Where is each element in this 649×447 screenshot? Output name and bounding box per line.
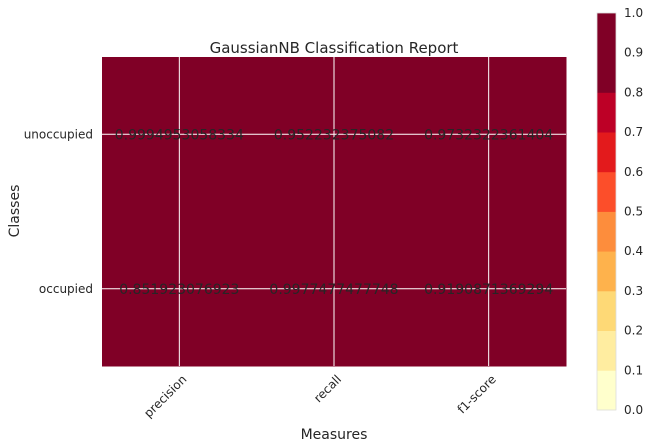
colorbar-tick-label: 0.1 xyxy=(624,363,643,377)
colorbar-tick-label: 0.7 xyxy=(624,125,643,139)
cell-value-label: 0.952232375082 xyxy=(274,127,394,143)
colorbar-segment xyxy=(597,13,616,54)
colorbar xyxy=(596,12,617,411)
x-tick-label: recall xyxy=(311,372,344,405)
y-axis-label: Classes xyxy=(7,185,23,238)
x-axis-label: Measures xyxy=(301,427,368,443)
cell-value-label: 0.851923076923 xyxy=(119,282,239,298)
colorbar-segment xyxy=(597,290,616,331)
chart-title: GaussianNB Classification Report xyxy=(210,39,459,57)
colorbar-ticks: 0.0 0.1 0.2 0.3 0.4 0.5 0.6 0.7 0.8 0.9 1.0 xyxy=(624,6,643,417)
colorbar-frame xyxy=(596,12,617,411)
x-axis-ticks: precision recall f1-score xyxy=(141,372,499,420)
colorbar-tick-label: 0.6 xyxy=(624,165,643,179)
colorbar-segment xyxy=(597,330,616,371)
y-axis-ticks: unoccupied occupied xyxy=(24,127,93,296)
colorbar-segment xyxy=(597,52,616,93)
colorbar-segment xyxy=(597,370,616,411)
x-tick-label: f1-score xyxy=(455,372,499,416)
colorbar-tick-label: 1.0 xyxy=(624,6,643,20)
colorbar-segment xyxy=(597,171,616,212)
colorbar-segment xyxy=(597,251,616,292)
colorbar-tick-label: 0.0 xyxy=(624,403,643,417)
colorbar-segment xyxy=(597,211,616,252)
colorbar-tick-label: 0.8 xyxy=(624,85,643,99)
cell-value-label: 0.9977477477748 xyxy=(269,282,398,298)
cell-value-label: 0.9190871369294 xyxy=(424,282,553,298)
colorbar-tick-label: 0.9 xyxy=(624,46,643,60)
colorbar-segment xyxy=(597,132,616,173)
y-tick-label: unoccupied xyxy=(24,127,93,141)
colorbar-tick-label: 0.2 xyxy=(624,324,643,338)
cell-labels: 0.9994953058334 0.952232375082 0.973232236… xyxy=(115,127,554,298)
colorbar-segment xyxy=(597,92,616,133)
colorbar-tick-label: 0.3 xyxy=(624,284,643,298)
cell-value-label: 0.9994953058334 xyxy=(115,127,244,143)
y-tick-label: occupied xyxy=(39,282,93,296)
x-tick-label: precision xyxy=(141,372,189,420)
cell-value-label: 0.9732322361404 xyxy=(424,127,553,143)
colorbar-tick-label: 0.5 xyxy=(624,205,643,219)
colorbar-tick-label: 0.4 xyxy=(624,244,643,258)
gridlines xyxy=(102,57,566,366)
